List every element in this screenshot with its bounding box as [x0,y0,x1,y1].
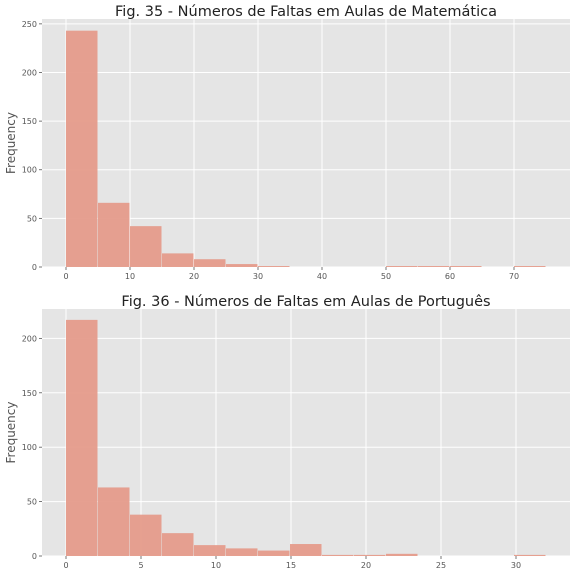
x-tick-label: 10 [211,561,221,570]
x-tick-label: 30 [253,272,263,281]
histogram-bar [130,226,162,267]
histogram-bar [162,533,194,556]
y-tick-label: 50 [27,214,37,223]
x-tick-label: 0 [63,272,68,281]
x-tick-label: 25 [436,561,446,570]
chart-title: Fig. 36 - Números de Faltas em Aulas de … [121,294,490,310]
y-axis-label: Frequency [4,402,18,464]
y-tick-label: 150 [22,117,37,126]
x-tick-label: 60 [445,272,455,281]
x-tick-label: 50 [381,272,391,281]
chart-1: 0 50 100 150 200 250 0 10 20 30 40 50 60 70 Fig. 35 - … [4,4,570,281]
y-tick-label: 100 [22,166,37,175]
x-tick-label: 30 [511,561,521,570]
x-tick-label: 70 [509,272,519,281]
chart-title: Fig. 35 - Números de Faltas em Aulas de … [115,4,497,20]
x-tick-label: 20 [189,272,199,281]
histogram-bar [66,319,98,556]
histogram-bar [258,266,290,267]
histogram-bar [226,548,258,556]
y-tick-label: 50 [27,498,37,507]
y-tick-label: 0 [32,263,37,272]
y-tick-label: 200 [22,68,37,77]
histogram-bar [193,545,226,556]
y-tick-label: 250 [22,20,37,29]
x-tick-label: 5 [138,561,143,570]
x-tick-label: 10 [125,272,135,281]
plot-background [42,309,570,556]
histogram-bar [514,554,546,556]
histogram-bar [194,259,226,267]
histogram-bar [322,554,354,556]
histogram-bar [66,30,98,267]
histogram-bar [450,266,482,267]
histogram-bar [289,544,322,556]
histogram-bar [385,553,418,556]
histogram-bar [97,487,130,556]
chart-2: 0 50 100 150 200 0 5 10 15 20 25 30 Fig. 36 - Número… [4,294,570,570]
y-tick-label: 200 [22,334,37,343]
histogram-bar [354,554,386,556]
x-tick-label: 40 [317,272,327,281]
y-tick-label: 150 [22,389,37,398]
x-tick-label: 15 [286,561,296,570]
histogram-bar [514,266,546,267]
histogram-bar [226,264,258,267]
histogram-bar [418,266,450,267]
histogram-bar [386,266,418,267]
histogram-bar [162,253,194,267]
histogram-bar [98,202,130,267]
histogram-bar [258,550,290,556]
x-tick-label: 20 [361,561,371,570]
y-tick-label: 0 [32,552,37,561]
histogram-bar [130,514,162,556]
x-tick-label: 0 [63,561,68,570]
y-axis-label: Frequency [4,112,18,174]
y-tick-label: 100 [22,443,37,452]
